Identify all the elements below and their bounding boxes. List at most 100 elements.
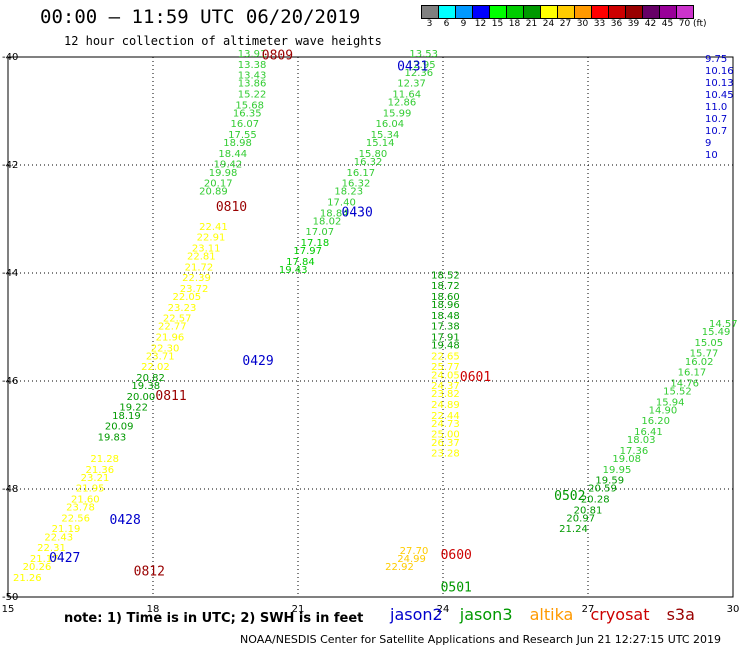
swh-value: 14.76 (670, 378, 699, 389)
swh-value: 18.23 (334, 187, 363, 198)
swh-value: 20.82 (136, 373, 165, 384)
swh-value: 15.52 (663, 387, 692, 398)
swh-value: 22.05 (173, 292, 202, 303)
swh-value: 22.77 (158, 322, 187, 333)
legend-label: 24 (542, 19, 555, 29)
legend-label: 45 (661, 19, 674, 29)
swh-value: 11.64 (392, 90, 421, 101)
swh-value: 13.91 (238, 49, 267, 60)
pass-number: 0428 (110, 513, 141, 528)
swh-value: 9.75 (705, 54, 727, 65)
swh-value: 23.11 (192, 243, 221, 254)
legend-label: 12 (474, 19, 487, 29)
legend-unit: (ft) (693, 19, 707, 29)
lat-tick-label: -40 (2, 52, 18, 63)
pass-number: 0811 (155, 389, 186, 404)
legend-label: 36 (610, 19, 623, 29)
swh-value: 10.7 (705, 126, 727, 137)
swh-value: 13.53 (409, 49, 438, 60)
swh-value: 15.14 (366, 138, 395, 149)
swh-value: 18.60 (431, 292, 460, 303)
footer-note: note: 1) Time is in UTC; 2) SWH is in fe… (64, 611, 364, 626)
swh-value: 16.17 (347, 168, 376, 179)
swh-value: 20.26 (23, 562, 52, 573)
swh-value: 19.98 (209, 168, 238, 179)
swh-value: 15.68 (235, 100, 264, 111)
lon-tick-label: 27 (582, 604, 595, 615)
lat-tick-label: -48 (2, 484, 18, 495)
swh-value: 20.59 (588, 484, 617, 495)
swh-value: 16.07 (231, 119, 260, 130)
pass-number: 0601 (460, 370, 491, 385)
pass-number: 0429 (242, 354, 273, 369)
swh-value: 13.86 (238, 79, 267, 90)
swh-value: 21.24 (559, 524, 588, 535)
swh-value: 24.05 (431, 370, 460, 381)
swh-value: 21.95 (76, 484, 105, 495)
swh-value: 10 (705, 150, 718, 161)
swh-value: 22.02 (141, 362, 170, 373)
swh-value: 25.00 (431, 430, 460, 441)
swh-value: 24.89 (431, 400, 460, 411)
lat-tick-label: -42 (2, 160, 18, 171)
legend-label: 33 (593, 19, 606, 29)
swh-value: 18.48 (431, 311, 460, 322)
sat-altika: altika (529, 605, 574, 624)
swh-value: 10.45 (705, 90, 734, 101)
swh-value: 15.99 (383, 108, 412, 119)
swh-value: 22.30 (151, 343, 180, 354)
swh-value: 22.56 (61, 513, 90, 524)
sat-jason3: jason3 (459, 605, 513, 624)
swh-value: 17.55 (228, 130, 257, 141)
swh-value: 18.96 (431, 300, 460, 311)
swh-value: 24.99 (397, 554, 426, 565)
swh-value: 20.81 (574, 505, 603, 516)
sat-jason2: jason2 (390, 605, 443, 624)
swh-value: 18.02 (313, 216, 342, 227)
swh-value: 18.84 (320, 208, 349, 219)
pass-number: 0431 (397, 60, 428, 75)
swh-value: 22.31 (37, 543, 66, 554)
swh-value: 18.19 (112, 411, 141, 422)
swh-value: 17.07 (305, 227, 334, 238)
swh-value: 16.32 (342, 179, 371, 190)
swh-value: 22.65 (431, 351, 460, 362)
swh-value: 21.72 (185, 262, 214, 273)
swh-value: 15.77 (690, 349, 719, 360)
lon-tick-label: 24 (437, 604, 450, 615)
swh-value: 16.04 (376, 119, 405, 130)
swh-value: 18.98 (223, 138, 252, 149)
swh-value: 17.38 (431, 322, 460, 333)
swh-value: 13.38 (238, 60, 267, 71)
legend-label: 15 (491, 19, 504, 29)
swh-value: 15.94 (656, 397, 685, 408)
swh-value: 18.03 (627, 435, 656, 446)
legend-label: 3 (426, 19, 433, 29)
pass-number: 0502 (554, 489, 585, 504)
pass-number: 0430 (342, 205, 373, 220)
swh-value: 18.44 (218, 149, 247, 160)
swh-value: 23.21 (81, 473, 110, 484)
swh-value: 24.37 (431, 381, 460, 392)
lat-tick-label: -46 (2, 376, 18, 387)
swh-value: 19.59 (595, 476, 624, 487)
swh-value: 21.17 (30, 554, 59, 565)
legend-labels: 3 6 9 12 15 18 21 24 27 30 33 36 39 42 45 70 (ft) (421, 19, 707, 29)
satellite-legend: jason2 jason3 altika cryosat s3a (390, 605, 707, 624)
swh-value: 15.05 (695, 338, 724, 349)
lon-tick-label: 18 (147, 604, 160, 615)
color-legend: 3 6 9 12 15 18 21 24 27 30 33 36 39 42 45 70 (ft) (421, 5, 707, 29)
swh-value: 23.78 (66, 503, 95, 514)
swh-value: 10.13 (705, 78, 734, 89)
legend-label: 39 (627, 19, 640, 29)
swh-value: 23.71 (146, 351, 175, 362)
swh-value: 9 (705, 138, 711, 149)
swh-value: 16.32 (354, 157, 383, 168)
page-subtitle: 12 hour collection of altimeter wave hei… (64, 34, 382, 48)
lat-tick-label: -44 (2, 268, 18, 279)
swh-value: 21.26 (13, 573, 42, 584)
swh-value: 11.0 (705, 102, 727, 113)
pass-number: 0501 (441, 581, 472, 596)
swh-value: 19.48 (431, 341, 460, 352)
swh-value: 16.35 (233, 108, 262, 119)
